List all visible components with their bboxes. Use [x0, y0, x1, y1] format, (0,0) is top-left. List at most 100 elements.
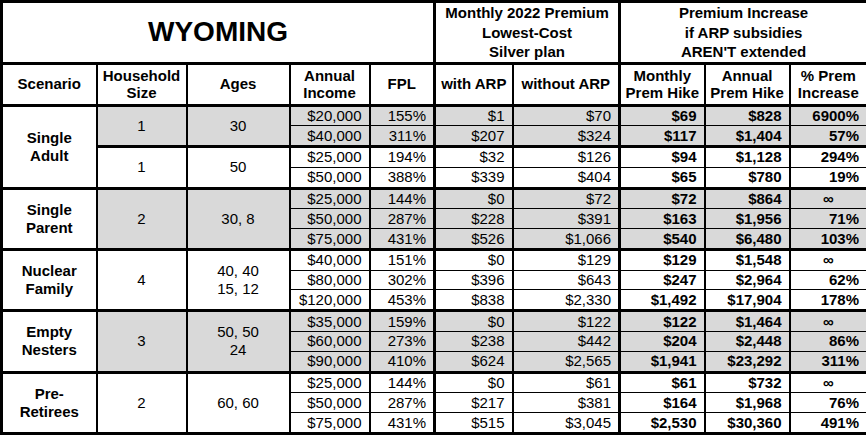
- without-arp-cell: $70: [513, 105, 620, 126]
- pct-increase-cell: 76%: [790, 393, 866, 413]
- ages-cell: 40, 40 15, 12: [187, 249, 290, 310]
- with-arp-cell: $0: [435, 188, 513, 209]
- with-arp-cell: $32: [435, 147, 513, 168]
- scenario-cell: Pre- Retirees: [2, 372, 97, 433]
- pct-increase-cell: 491%: [790, 413, 866, 434]
- pct-increase-cell: 294%: [790, 147, 866, 168]
- annual-income-cell: $120,000: [290, 290, 370, 311]
- without-arp-cell: $129: [513, 249, 620, 270]
- fpl-cell: 144%: [370, 372, 435, 393]
- fpl-cell: 144%: [370, 188, 435, 209]
- with-arp-cell: $526: [435, 229, 513, 250]
- fpl-cell: 151%: [370, 249, 435, 270]
- col-header-fpl: FPL: [370, 63, 435, 105]
- without-arp-cell: $126: [513, 147, 620, 168]
- annual-income-cell: $25,000: [290, 188, 370, 209]
- ages-cell: 30, 8: [187, 188, 290, 249]
- annual-hike-cell: $1,968: [705, 393, 790, 413]
- table-row: Pre- Retirees 2 60, 60 $25,000 144% $0 $…: [2, 372, 866, 393]
- with-arp-cell: $217: [435, 393, 513, 413]
- without-arp-cell: $1,066: [513, 229, 620, 250]
- fpl-cell: 311%: [370, 126, 435, 147]
- annual-hike-cell: $2,964: [705, 270, 790, 290]
- increase-section-header: Premium Increase if ARP subsidies AREN'T…: [620, 2, 866, 64]
- annual-income-cell: $60,000: [290, 332, 370, 352]
- col-header-scenario: Scenario: [2, 63, 97, 105]
- fpl-cell: 273%: [370, 332, 435, 352]
- annual-hike-cell: $732: [705, 372, 790, 393]
- pct-increase-cell: 6900%: [790, 105, 866, 126]
- scenario-cell: Nuclear Family: [2, 249, 97, 310]
- table-title: WYOMING: [2, 2, 435, 64]
- pct-increase-cell: 86%: [790, 332, 866, 352]
- monthly-hike-cell: $72: [620, 188, 705, 209]
- monthly-hike-cell: $163: [620, 209, 705, 229]
- annual-income-cell: $90,000: [290, 351, 370, 372]
- col-header-with-arp: with ARP: [435, 63, 513, 105]
- annual-income-cell: $20,000: [290, 105, 370, 126]
- scenario-cell: Single Adult: [2, 105, 97, 188]
- pct-increase-cell: ∞: [790, 372, 866, 393]
- fpl-cell: 302%: [370, 270, 435, 290]
- household-size-cell: 3: [97, 311, 187, 372]
- household-size-cell: 1: [97, 147, 187, 189]
- ages-cell: 30: [187, 105, 290, 147]
- ages-cell: 50: [187, 147, 290, 189]
- without-arp-cell: $2,330: [513, 290, 620, 311]
- annual-income-cell: $80,000: [290, 270, 370, 290]
- annual-hike-cell: $17,904: [705, 290, 790, 311]
- annual-income-cell: $75,000: [290, 413, 370, 434]
- pct-increase-cell: 57%: [790, 126, 866, 147]
- monthly-hike-cell: $129: [620, 249, 705, 270]
- annual-income-cell: $25,000: [290, 147, 370, 168]
- monthly-hike-cell: $94: [620, 147, 705, 168]
- with-arp-cell: $1: [435, 105, 513, 126]
- premium-section-header: Monthly 2022 Premium Lowest-Cost Silver …: [435, 2, 620, 64]
- fpl-cell: 431%: [370, 229, 435, 250]
- fpl-cell: 159%: [370, 311, 435, 332]
- without-arp-cell: $324: [513, 126, 620, 147]
- annual-income-cell: $50,000: [290, 209, 370, 229]
- fpl-cell: 410%: [370, 351, 435, 372]
- monthly-hike-cell: $61: [620, 372, 705, 393]
- annual-hike-cell: $1,128: [705, 147, 790, 168]
- scenario-cell: Empty Nesters: [2, 311, 97, 372]
- annual-hike-cell: $1,404: [705, 126, 790, 147]
- ages-cell: 60, 60: [187, 372, 290, 433]
- pct-increase-cell: 311%: [790, 351, 866, 372]
- monthly-hike-cell: $247: [620, 270, 705, 290]
- with-arp-cell: $207: [435, 126, 513, 147]
- col-header-pct-prem-increase: % Prem Increase: [790, 63, 866, 105]
- with-arp-cell: $624: [435, 351, 513, 372]
- without-arp-cell: $442: [513, 332, 620, 352]
- annual-hike-cell: $23,292: [705, 351, 790, 372]
- without-arp-cell: $381: [513, 393, 620, 413]
- with-arp-cell: $228: [435, 209, 513, 229]
- without-arp-cell: $643: [513, 270, 620, 290]
- with-arp-cell: $838: [435, 290, 513, 311]
- pct-increase-cell: 103%: [790, 229, 866, 250]
- annual-income-cell: $50,000: [290, 393, 370, 413]
- scenario-cell: Single Parent: [2, 188, 97, 249]
- household-size-cell: 4: [97, 249, 187, 310]
- annual-hike-cell: $1,956: [705, 209, 790, 229]
- monthly-hike-cell: $164: [620, 393, 705, 413]
- col-header-annual-income: Annual Income: [290, 63, 370, 105]
- fpl-cell: 388%: [370, 167, 435, 188]
- annual-hike-cell: $780: [705, 167, 790, 188]
- without-arp-cell: $61: [513, 372, 620, 393]
- annual-hike-cell: $864: [705, 188, 790, 209]
- annual-income-cell: $40,000: [290, 126, 370, 147]
- fpl-cell: 155%: [370, 105, 435, 126]
- without-arp-cell: $122: [513, 311, 620, 332]
- with-arp-cell: $515: [435, 413, 513, 434]
- monthly-hike-cell: $122: [620, 311, 705, 332]
- fpl-cell: 431%: [370, 413, 435, 434]
- col-header-annual-prem-hike: Annual Prem Hike: [705, 63, 790, 105]
- without-arp-cell: $72: [513, 188, 620, 209]
- annual-income-cell: $50,000: [290, 167, 370, 188]
- premium-table: WYOMING Monthly 2022 Premium Lowest-Cost…: [0, 0, 866, 435]
- col-header-monthly-prem-hike: Monthly Prem Hike: [620, 63, 705, 105]
- monthly-hike-cell: $69: [620, 105, 705, 126]
- without-arp-cell: $2,565: [513, 351, 620, 372]
